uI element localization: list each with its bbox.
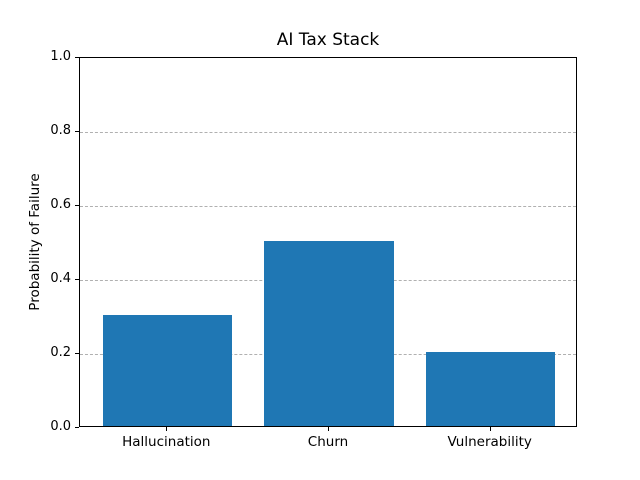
bar-hallucination	[102, 315, 232, 426]
y-axis-label: Probability of Failure	[27, 173, 43, 311]
y-tick-mark	[75, 353, 79, 354]
bar-vulnerability	[426, 352, 556, 426]
x-tick-mark	[489, 427, 491, 431]
bar-churn	[264, 241, 394, 426]
x-tick-label: Vulnerability	[447, 434, 532, 450]
y-tick-mark	[75, 205, 79, 206]
y-tick-mark	[75, 131, 79, 132]
y-tick-mark	[75, 57, 79, 58]
y-tick-label: 0.0	[50, 419, 71, 434]
y-tick-label: 0.4	[50, 271, 71, 286]
chart-title: AI Tax Stack	[276, 30, 380, 50]
y-gridline	[80, 206, 576, 207]
y-tick-mark	[75, 279, 79, 280]
plot-area	[79, 57, 577, 427]
y-gridline	[80, 132, 576, 133]
x-tick-mark	[328, 427, 329, 431]
y-tick-label: 0.8	[50, 123, 71, 138]
y-tick-label: 1.0	[50, 49, 71, 64]
y-tick-label: 0.2	[50, 345, 71, 360]
y-tick-label: 0.6	[50, 197, 71, 212]
x-tick-mark	[166, 427, 168, 431]
x-tick-label: Churn	[307, 434, 349, 450]
x-tick-label: Hallucination	[122, 434, 211, 450]
y-tick-mark	[75, 427, 79, 428]
